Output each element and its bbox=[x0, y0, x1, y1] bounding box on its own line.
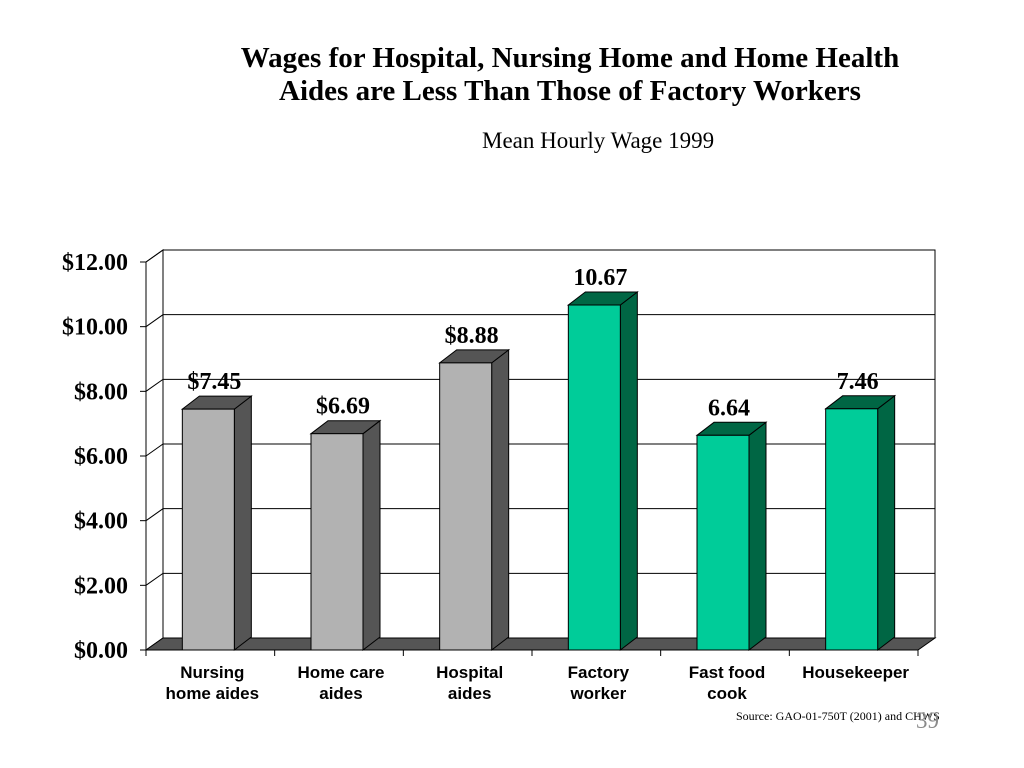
bar bbox=[824, 394, 897, 652]
bar bbox=[309, 419, 382, 652]
x-tick-label-line: aides bbox=[319, 684, 362, 703]
bar-front bbox=[567, 304, 621, 651]
chart-title: Wages for Hospital, Nursing Home and Hom… bbox=[130, 42, 1010, 108]
x-tick-label: Hospital aides bbox=[436, 663, 503, 703]
x-tick-label-line: aides bbox=[448, 684, 491, 703]
bar-side bbox=[877, 394, 896, 652]
bar bbox=[438, 348, 511, 652]
x-tick-label-line: worker bbox=[569, 684, 626, 703]
bar-data-label: 10.67 bbox=[573, 265, 627, 291]
y-tick-label: $6.00 bbox=[74, 444, 128, 470]
x-tick-label: Housekeeper bbox=[802, 663, 909, 682]
gridline bbox=[145, 378, 935, 392]
bar bbox=[695, 421, 768, 652]
gridline bbox=[145, 443, 935, 457]
chart-gridlines bbox=[145, 249, 935, 586]
bar-front bbox=[696, 434, 750, 651]
x-tick-label-line: Factory bbox=[568, 663, 630, 682]
bar-data-label: 6.64 bbox=[708, 395, 750, 421]
y-tick-label: $12.00 bbox=[62, 250, 128, 276]
bar-data-label: $8.88 bbox=[445, 323, 499, 349]
x-tick-label-line: Housekeeper bbox=[802, 663, 909, 682]
x-tick-label-line: cook bbox=[707, 684, 747, 703]
bar-side bbox=[491, 348, 510, 652]
bar-front bbox=[181, 408, 235, 651]
y-tick-label: $0.00 bbox=[74, 638, 128, 664]
bar-front bbox=[439, 362, 493, 651]
bar-data-labels: $7.45 $6.69 $8.88 10.67 6.64 7.46 bbox=[187, 265, 878, 421]
x-axis-tick-labels: Nursing home aides Home care aides Hospital a… bbox=[166, 663, 910, 703]
title-line-2: Aides are Less Than Those of Factory Wor… bbox=[279, 74, 861, 107]
chart-walls bbox=[145, 249, 936, 651]
x-tick-label-line: Hospital bbox=[436, 663, 503, 682]
chart-subtitle: Mean Hourly Wage 1999 bbox=[482, 128, 715, 153]
chart-floor bbox=[144, 637, 937, 651]
gridline bbox=[145, 249, 935, 263]
slide-number: 39 bbox=[916, 708, 939, 733]
bar bbox=[566, 290, 639, 652]
chart-bars bbox=[180, 290, 897, 652]
gridline bbox=[145, 314, 935, 328]
x-tick-label-line: Home care bbox=[298, 663, 385, 682]
y-tick-label: $10.00 bbox=[62, 315, 128, 341]
title-line-1: Wages for Hospital, Nursing Home and Hom… bbox=[240, 42, 900, 74]
bar-side bbox=[619, 290, 638, 652]
bar-data-label: 7.46 bbox=[837, 369, 879, 395]
x-tick-label: Factory worker bbox=[568, 663, 630, 703]
x-tick-label-line: home aides bbox=[166, 684, 260, 703]
gridline bbox=[145, 508, 935, 522]
x-tick-label-line: Fast food bbox=[689, 663, 766, 682]
x-tick-label-line: Nursing bbox=[180, 663, 244, 682]
y-tick-label: $2.00 bbox=[74, 573, 128, 599]
bar-data-label: $6.69 bbox=[316, 394, 370, 420]
y-tick-label: $4.00 bbox=[74, 509, 128, 535]
bar-side bbox=[362, 419, 381, 652]
bar-side bbox=[233, 395, 252, 652]
bar-front bbox=[310, 433, 364, 651]
gridline bbox=[145, 572, 935, 586]
x-tick-label: Nursing home aides bbox=[166, 663, 260, 703]
source-note: Source: GAO-01-750T (2001) and CHWS bbox=[736, 709, 940, 723]
bar-side bbox=[748, 421, 767, 652]
bar bbox=[180, 395, 253, 652]
x-tick-label: Home care aides bbox=[298, 663, 385, 703]
bar-data-label: $7.45 bbox=[187, 369, 241, 395]
bar-front bbox=[825, 408, 879, 651]
y-tick-label: $8.00 bbox=[74, 379, 128, 405]
x-tick-label: Fast food cook bbox=[689, 663, 766, 703]
y-axis-tick-labels: $0.00 $2.00 $4.00 $6.00 $8.00 $10.00 $12.00 bbox=[62, 250, 128, 664]
